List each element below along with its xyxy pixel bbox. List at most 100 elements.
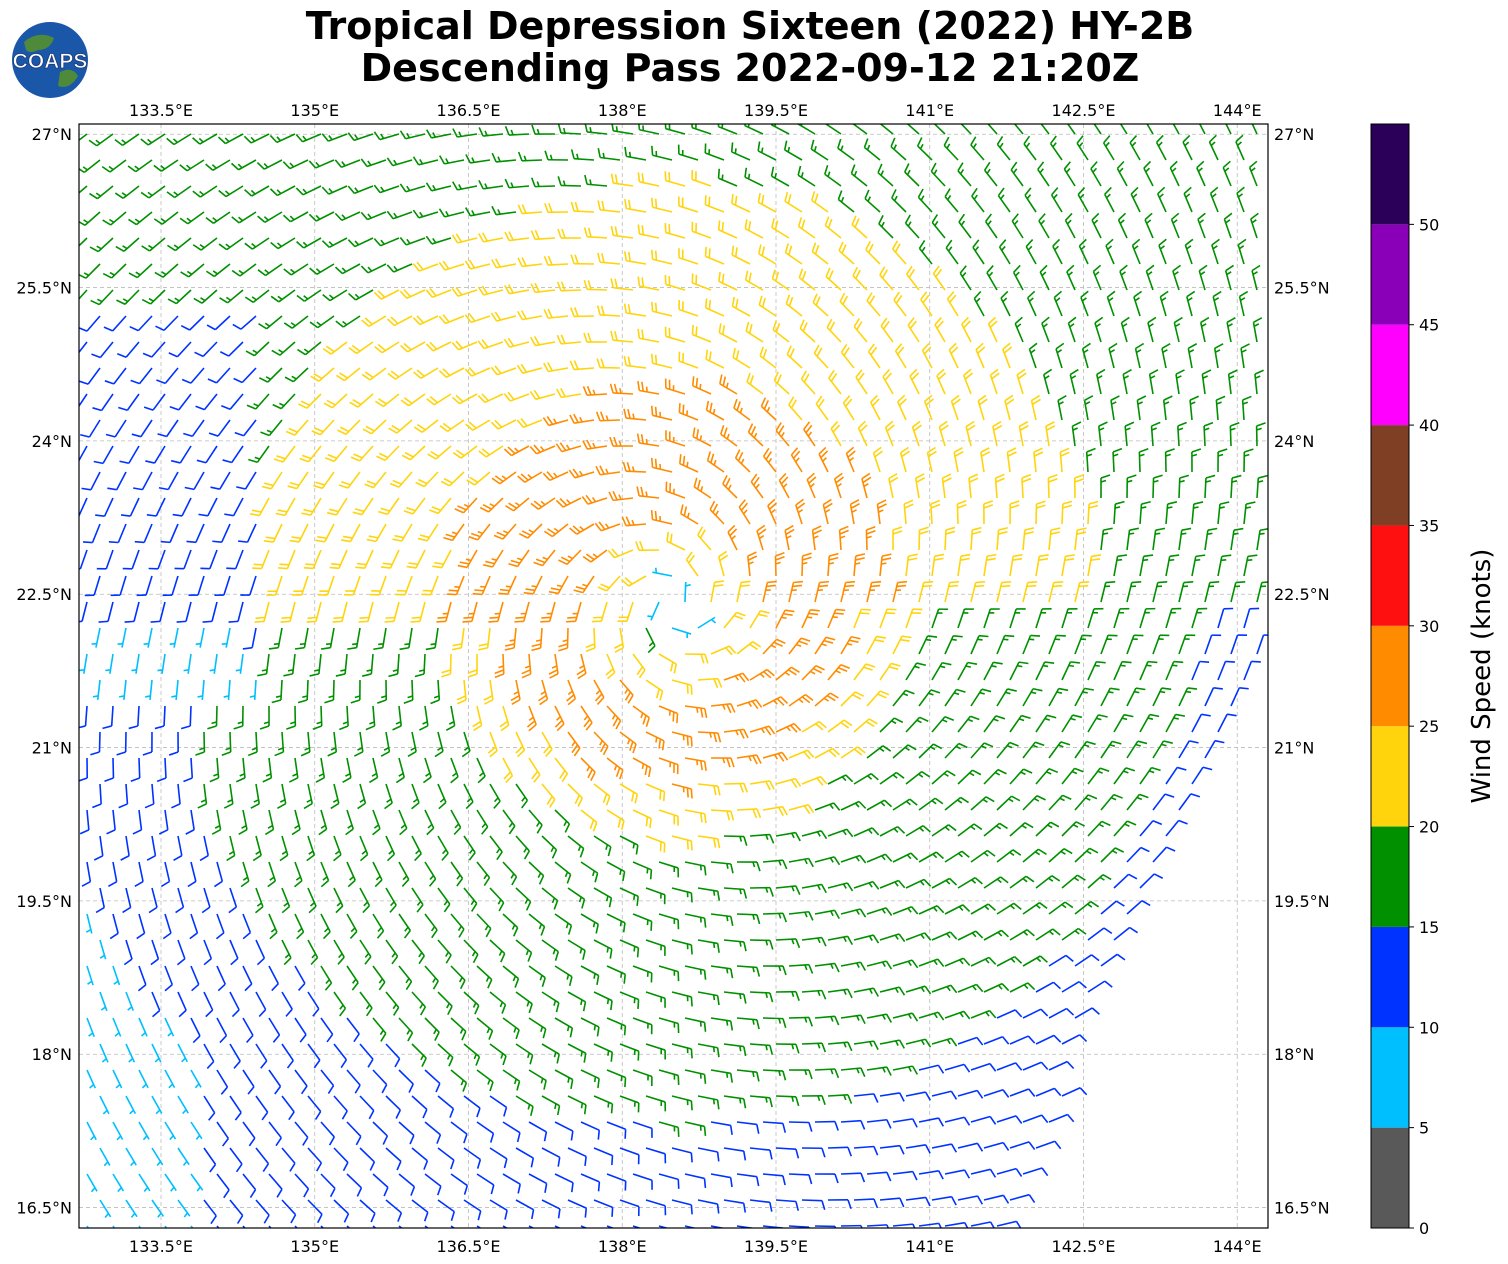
wind-barb	[757, 141, 777, 161]
barb-feather	[557, 228, 562, 239]
wind-barb	[1131, 238, 1141, 265]
barb-half-feather	[471, 210, 476, 216]
barb-feather	[597, 200, 601, 210]
barb-feather	[411, 616, 422, 619]
barb-feather	[868, 243, 874, 253]
barb-feather	[784, 191, 789, 202]
barb-half-feather	[186, 164, 192, 170]
barb-feather	[373, 238, 382, 247]
barb-feather	[79, 620, 83, 623]
barb-feather	[651, 145, 654, 156]
wind-barb	[1169, 110, 1180, 135]
wind-barb	[477, 285, 504, 296]
barb-feather	[88, 139, 98, 147]
wind-barb	[425, 287, 452, 298]
barb-half-feather	[1185, 690, 1192, 694]
barb-feather	[897, 580, 908, 584]
barb-half-feather	[96, 245, 102, 250]
barb-feather	[231, 216, 240, 224]
barb-half-feather	[290, 268, 296, 274]
wind-barb	[933, 124, 946, 135]
barb-half-feather	[509, 639, 515, 642]
barb-feather	[128, 218, 137, 226]
wind-barb	[373, 289, 400, 300]
barb-half-feather	[302, 188, 308, 194]
barb-feather	[412, 156, 420, 166]
barb-half-feather	[122, 298, 129, 303]
barb-feather	[922, 584, 933, 588]
wind-barb	[1144, 212, 1154, 239]
wind-barb	[651, 197, 673, 213]
barb-feather	[877, 113, 880, 122]
barb-feather	[845, 580, 856, 584]
barb-half-feather	[1194, 558, 1201, 562]
barb-half-feather	[531, 585, 537, 588]
barb-feather	[1027, 580, 1038, 584]
barb-feather	[970, 136, 977, 146]
barb-half-feather	[263, 163, 269, 168]
barb-feather	[303, 566, 314, 570]
barb-feather	[877, 163, 883, 174]
barb-half-feather	[195, 642, 201, 645]
barb-feather	[332, 620, 343, 623]
barb-feather	[757, 192, 761, 203]
barb-half-feather	[1159, 245, 1166, 250]
barb-feather	[570, 201, 575, 212]
barb-feather	[654, 198, 658, 209]
barb-half-feather	[289, 162, 295, 168]
wind-barb	[386, 210, 413, 220]
barb-feather	[65, 301, 74, 305]
barb-feather	[544, 203, 549, 213]
barb-feather	[257, 269, 267, 277]
barb-feather	[474, 589, 484, 592]
barb-feather	[834, 612, 844, 615]
barb-staff	[960, 124, 972, 135]
barb-half-feather	[161, 271, 167, 276]
wind-barb	[89, 185, 114, 200]
barb-feather	[1169, 110, 1175, 117]
barb-feather	[333, 616, 344, 619]
wind-barb	[491, 152, 517, 163]
barb-feather	[808, 612, 819, 616]
barb-feather	[783, 140, 788, 151]
wind-barb	[452, 181, 478, 191]
wind-barb	[478, 179, 504, 190]
barb-staff	[573, 210, 595, 213]
barb-staff	[1204, 477, 1207, 499]
barb-half-feather	[341, 161, 346, 167]
wind-barb	[624, 146, 647, 161]
barb-staff	[1013, 124, 1024, 135]
wind-barb	[1023, 135, 1037, 161]
barb-half-feather	[853, 170, 858, 177]
wind-barb	[166, 133, 192, 146]
barb-feather	[906, 265, 913, 275]
barb-half-feather	[1082, 691, 1088, 694]
barb-half-feather	[1146, 219, 1152, 224]
barb-half-feather	[1224, 167, 1230, 172]
wind-barb	[544, 150, 569, 161]
barb-feather	[478, 127, 484, 137]
barb-feather	[219, 297, 229, 304]
wind-barb	[373, 131, 400, 141]
barb-feather	[494, 258, 501, 268]
barb-staff	[865, 529, 868, 551]
wind-barb	[837, 190, 855, 213]
barb-feather	[1118, 212, 1127, 221]
barb-half-feather	[1039, 168, 1044, 174]
barb-feather	[1025, 238, 1034, 248]
barb-feather	[150, 620, 161, 623]
barb-feather	[844, 584, 855, 588]
barb-half-feather	[1105, 141, 1110, 147]
barb-half-feather	[238, 269, 244, 275]
wind-barb	[348, 289, 374, 301]
barb-feather	[704, 246, 707, 257]
barb-half-feather	[1107, 245, 1113, 250]
wind-barb	[957, 162, 972, 187]
barb-half-feather	[974, 246, 980, 252]
barb-feather	[574, 254, 579, 264]
barb-feather	[386, 210, 394, 220]
barb-feather	[1096, 660, 1106, 664]
wind-barb	[452, 128, 478, 138]
barb-feather	[373, 131, 381, 141]
barb-feather	[971, 187, 978, 197]
